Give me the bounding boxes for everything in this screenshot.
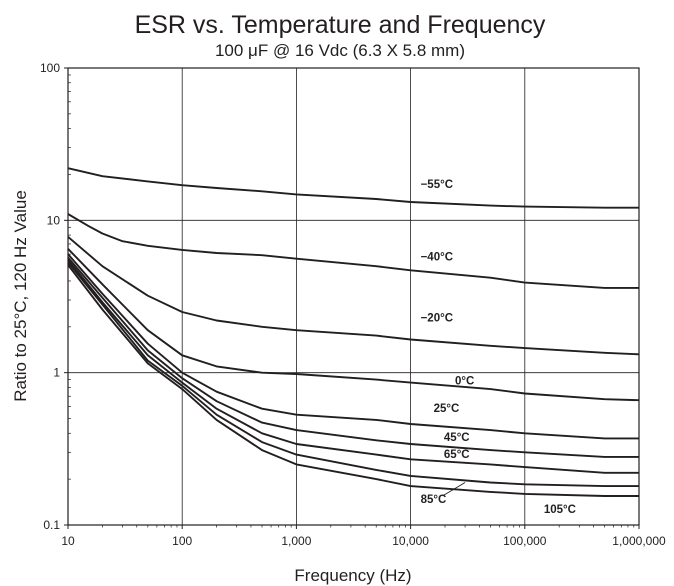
series-line bbox=[67, 253, 639, 440]
x-tick-label: 10,000 bbox=[392, 534, 429, 548]
series-label: −40°C bbox=[421, 251, 453, 263]
chart-title: ESR vs. Temperature and Frequency bbox=[135, 11, 546, 39]
x-tick-label: 1,000,000 bbox=[612, 534, 666, 548]
series-line bbox=[67, 256, 639, 458]
x-tick-label: 10 bbox=[61, 534, 75, 548]
y-tick-label: 0.1 bbox=[43, 518, 60, 532]
x-axis-ticks: 10 100 1,000 10,000 100,000 1,000,000 bbox=[61, 525, 666, 548]
y-axis-label: Ratio to 25°C, 120 Hz Value bbox=[11, 190, 30, 402]
x-tick-label: 100 bbox=[172, 534, 192, 548]
series-line bbox=[67, 264, 639, 497]
series-line bbox=[67, 167, 639, 209]
series-label: 25°C bbox=[434, 403, 460, 415]
grid bbox=[68, 68, 639, 525]
label-leader-line bbox=[442, 482, 466, 497]
series-line bbox=[67, 261, 639, 488]
series-line bbox=[67, 236, 640, 356]
x-tick-label: 1,000 bbox=[281, 534, 311, 548]
y-tick-label: 10 bbox=[47, 213, 61, 227]
y-axis-ticks: 0.1 1 10 100 bbox=[40, 61, 71, 532]
series-label: −55°C bbox=[421, 179, 453, 191]
series-label: 105°C bbox=[544, 504, 576, 516]
x-tick-label: 100,000 bbox=[503, 534, 547, 548]
x-axis-label: Frequency (Hz) bbox=[294, 566, 411, 585]
series-lines bbox=[67, 167, 640, 497]
series-labels: −55°C −40°C −20°C 0°C 25°C 45°C 65°C 85°C 105°C bbox=[421, 179, 576, 516]
series-line bbox=[67, 259, 639, 474]
series-label: −20°C bbox=[421, 313, 453, 325]
series-label: 0°C bbox=[455, 375, 474, 387]
y-tick-label: 1 bbox=[53, 366, 60, 380]
y-tick-label: 100 bbox=[40, 61, 60, 75]
series-line bbox=[67, 213, 639, 289]
series-label: 65°C bbox=[444, 449, 470, 461]
chart-subtitle: 100 μF @ 16 Vdc (6.3 X 5.8 mm) bbox=[215, 41, 465, 60]
series-label: 45°C bbox=[444, 432, 470, 444]
plot-frame bbox=[67, 67, 640, 526]
series-line bbox=[67, 248, 640, 402]
series-label: 85°C bbox=[421, 494, 447, 506]
